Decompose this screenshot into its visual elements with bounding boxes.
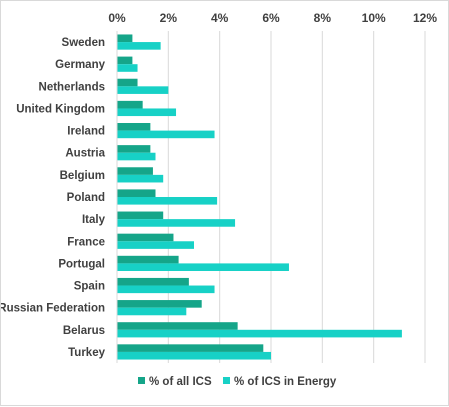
bar-ics-energy [117,108,177,117]
category-label: Belgium [60,170,105,182]
bar-all-ics [117,277,189,286]
bar-ics-energy [117,241,194,249]
category-label: Russian Federation [1,303,105,315]
x-tick-label: 8% [314,11,332,25]
legend: % of all ICS % of ICS in Energy [138,376,337,388]
category-label: Italy [82,214,106,226]
category-label: Sweden [62,37,105,49]
bar-ics-energy [117,86,169,94]
bar-all-ics [117,322,238,330]
bar-ics-energy [117,285,215,294]
bar-ics-energy [117,307,187,316]
legend-label-all-ics: % of all ICS [149,376,212,388]
bar-all-ics [117,100,143,109]
bar-ics-energy [117,64,138,72]
category-label: Germany [55,59,105,71]
bar-ics-energy [117,42,161,50]
category-label: Belarus [63,325,105,337]
bar-all-ics [117,123,151,131]
x-tick-label: 10% [362,11,386,25]
category-label: United Kingdom [16,103,105,115]
x-tick-label: 4% [211,11,229,25]
bar-ics-energy [117,152,156,161]
bar-ics-energy [117,329,402,338]
category-label: Turkey [68,347,105,359]
bar-ics-energy [117,263,289,271]
category-label: Austria [65,148,105,160]
bar-ics-energy [117,197,218,205]
bar-all-ics [117,56,133,65]
legend-label-ics-energy: % of ICS in Energy [234,376,337,388]
x-tick-label: 12% [413,11,437,25]
x-tick-label: 6% [262,11,280,25]
x-tick-label: 2% [160,11,178,25]
bar-all-ics [117,167,153,175]
legend-swatch-all-ics [138,377,145,384]
category-label: Spain [74,281,105,293]
category-label: Poland [67,192,105,204]
bar-ics-energy [117,219,236,227]
category-label: Portugal [58,258,105,270]
bar-ics-energy [117,174,164,183]
bar-all-ics [117,189,156,197]
bar-all-ics [117,78,138,87]
x-tick-label: 0% [108,11,126,25]
bars [117,34,402,360]
category-label: Netherlands [39,81,105,93]
category-label: Ireland [67,126,105,138]
x-axis-ticks: 0% 2% 4% 6% 8% 10% 12% [108,11,437,25]
bar-all-ics [117,145,151,153]
bar-all-ics [117,300,202,308]
bar-all-ics [117,344,264,352]
legend-swatch-ics-energy [223,377,230,384]
bar-all-ics [117,34,133,43]
category-labels: Sweden Germany Netherlands United Kingdom Ir… [1,37,106,359]
bar-ics-energy [117,130,215,139]
category-label: France [67,236,105,248]
bar-all-ics [117,233,174,242]
bar-all-ics [117,211,164,220]
bar-ics-energy [117,351,271,360]
bar-all-ics [117,255,179,264]
